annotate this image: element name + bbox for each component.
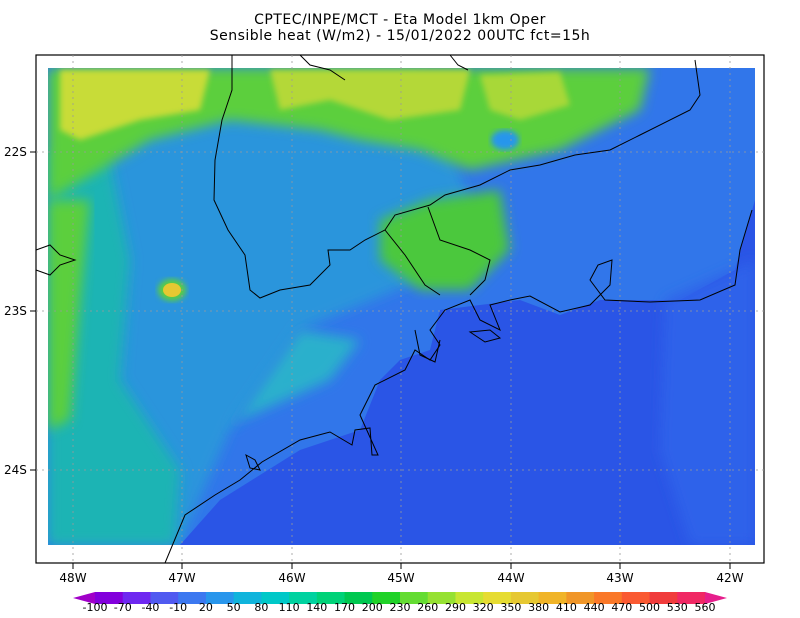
colorbar-label: -100 — [83, 601, 108, 614]
state-border-rj-sp — [384, 229, 441, 296]
colorbar-segment — [289, 592, 318, 604]
colorbar-segment — [455, 592, 484, 604]
lon-label-45w: 45W — [387, 571, 414, 585]
map-frame-border — [35, 54, 765, 564]
north-border-2 — [449, 54, 469, 71]
sensible-heat-field — [48, 68, 755, 545]
colorbar-label: -40 — [141, 601, 159, 614]
state-border-rj-mg — [427, 206, 491, 296]
lon-label-42w: 42W — [716, 571, 743, 585]
land-yellow-layer — [60, 70, 210, 140]
colorbar-label: 560 — [695, 601, 716, 614]
colorbar-left-arrow — [73, 592, 95, 604]
colorbar-label: -70 — [114, 601, 132, 614]
colorbar-label: 440 — [584, 601, 605, 614]
colorbar-right-arrow — [705, 592, 727, 604]
lat-label-24s: 24S — [4, 463, 27, 477]
colorbar-label: 50 — [227, 601, 241, 614]
colorbar-segment — [400, 592, 429, 604]
colorbar-segment — [178, 592, 207, 604]
lat-label-22s: 22S — [4, 145, 27, 159]
colorbar-label: 200 — [362, 601, 383, 614]
colorbar-label: 20 — [199, 601, 213, 614]
colorbar-segment — [95, 592, 124, 604]
land-green-south-layer — [380, 190, 510, 290]
map-title-line-2: Sensible heat (W/m2) - 15/01/2022 00UTC … — [209, 28, 591, 44]
island-coast — [468, 329, 502, 343]
colorbar-segment — [372, 592, 401, 604]
colorbar-label: 230 — [390, 601, 411, 614]
colorbar-label: 470 — [611, 601, 632, 614]
coastline — [164, 209, 753, 564]
colorbar-label: 380 — [528, 601, 549, 614]
colorbar: -100 -70 -40 -10 20 50 80 110 140 170 200 230 260 290… — [73, 592, 727, 614]
colorbar-segment — [621, 592, 651, 604]
land-cyan-layer — [48, 70, 470, 545]
north-border — [299, 54, 346, 81]
state-border-sp-mg — [213, 55, 701, 299]
colorbar-segment — [150, 592, 179, 604]
map-title-line-1: CPTEC/INPE/MCT - Eta Model 1km Oper — [254, 12, 546, 28]
map-gridlines — [36, 55, 764, 563]
colorbar-segment — [427, 592, 456, 604]
colorbar-label: 170 — [334, 601, 355, 614]
colorbar-label: 500 — [639, 601, 660, 614]
colorbar-segment — [538, 592, 567, 604]
lon-label-43w: 43W — [606, 571, 633, 585]
colorbar-segment — [233, 592, 262, 604]
colorbar-label: 290 — [445, 601, 466, 614]
colorbar-label: 260 — [417, 601, 438, 614]
bay-inlet — [414, 329, 441, 363]
colorbar-label: 350 — [500, 601, 521, 614]
colorbar-segment — [122, 592, 151, 604]
colorbar-segment — [483, 592, 512, 604]
colorbar-segment — [205, 592, 235, 604]
colorbar-segment — [649, 592, 678, 604]
colorbar-label: 320 — [473, 601, 494, 614]
lon-label-47w: 47W — [168, 571, 195, 585]
colorbar-segment — [677, 592, 706, 604]
colorbar-label: 110 — [279, 601, 300, 614]
colorbar-segment — [594, 592, 623, 604]
lon-label-46w: 46W — [278, 571, 305, 585]
colorbar-segment — [316, 592, 346, 604]
colorbar-label: 140 — [306, 601, 327, 614]
coastlines-and-borders — [35, 54, 753, 564]
colorbar-label: 410 — [556, 601, 577, 614]
colorbar-label: 530 — [667, 601, 688, 614]
colorbar-segment — [566, 592, 595, 604]
latitude-axis: 22S 23S 24S — [4, 145, 36, 477]
longitude-axis: 48W 47W 46W 45W 44W 43W 42W — [59, 563, 744, 585]
colorbar-label: -10 — [169, 601, 187, 614]
colorbar-segment — [261, 592, 290, 604]
lon-label-48w: 48W — [59, 571, 86, 585]
hotspot-core — [163, 283, 181, 297]
colorbar-segment — [344, 592, 373, 604]
northwest-border — [35, 244, 77, 276]
ocean-layer — [180, 200, 755, 545]
colorbar-label: 80 — [254, 601, 268, 614]
colorbar-segment — [510, 592, 540, 604]
lon-label-44w: 44W — [497, 571, 524, 585]
island-coast-2 — [245, 453, 261, 471]
lat-label-23s: 23S — [4, 304, 27, 318]
